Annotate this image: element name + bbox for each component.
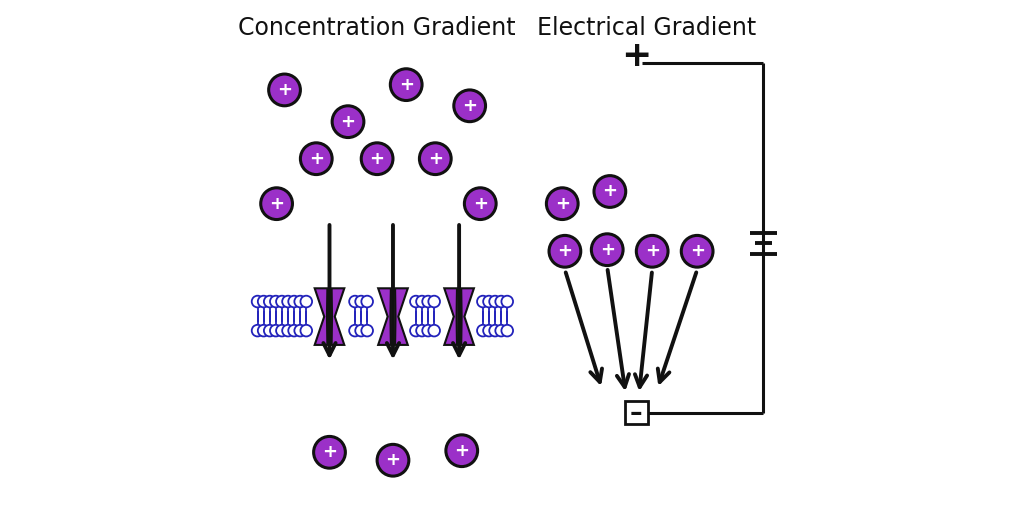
Text: +: + [462,97,477,115]
Circle shape [349,296,360,307]
Polygon shape [461,288,474,345]
Text: +: + [555,195,569,213]
Circle shape [313,436,345,468]
Circle shape [294,296,306,307]
Circle shape [502,325,513,336]
Circle shape [377,444,409,476]
Circle shape [489,296,501,307]
Circle shape [283,296,294,307]
Circle shape [477,325,488,336]
Text: +: + [341,113,355,131]
Circle shape [258,296,269,307]
Polygon shape [332,288,344,345]
Circle shape [300,143,332,175]
Circle shape [477,296,488,307]
Text: +: + [645,242,659,260]
FancyBboxPatch shape [625,401,648,424]
Circle shape [270,325,282,336]
Circle shape [264,325,275,336]
Text: +: + [689,242,705,260]
Circle shape [483,325,495,336]
Circle shape [428,296,440,307]
Text: +: + [428,150,442,168]
Circle shape [276,296,288,307]
Circle shape [547,188,579,220]
Circle shape [496,296,507,307]
Circle shape [283,325,294,336]
Polygon shape [314,288,328,345]
Circle shape [420,143,452,175]
Circle shape [355,296,367,307]
Text: +: + [602,183,617,200]
Circle shape [268,74,300,106]
Circle shape [428,325,440,336]
Polygon shape [395,288,408,345]
Circle shape [261,188,293,220]
Polygon shape [378,288,391,345]
Circle shape [355,325,367,336]
Text: +: + [278,81,292,99]
Text: +: + [557,242,572,260]
Text: +: + [322,443,337,461]
Circle shape [454,90,485,122]
Text: +: + [622,39,651,72]
Circle shape [252,296,263,307]
Text: +: + [269,195,284,213]
Circle shape [289,296,300,307]
Circle shape [483,296,495,307]
Circle shape [410,296,422,307]
Circle shape [361,325,373,336]
Circle shape [681,235,713,267]
Circle shape [465,188,497,220]
Text: –: – [630,400,643,425]
Circle shape [416,325,428,336]
Circle shape [496,325,507,336]
Text: +: + [398,76,414,94]
Text: +: + [473,195,487,213]
Text: +: + [309,150,324,168]
Circle shape [489,325,501,336]
Circle shape [422,325,434,336]
Text: +: + [385,451,400,469]
Circle shape [549,235,581,267]
Circle shape [252,325,263,336]
Text: Electrical Gradient: Electrical Gradient [538,16,757,40]
Circle shape [416,296,428,307]
Circle shape [300,325,312,336]
Circle shape [390,69,422,101]
Circle shape [591,234,623,266]
Text: +: + [370,150,385,168]
Circle shape [502,296,513,307]
Circle shape [300,296,312,307]
Circle shape [264,296,275,307]
Circle shape [349,325,360,336]
Circle shape [276,325,288,336]
Circle shape [294,325,306,336]
Text: +: + [600,241,614,259]
Text: +: + [455,442,469,460]
Polygon shape [444,288,457,345]
Text: Concentration Gradient: Concentration Gradient [239,16,516,40]
Circle shape [270,296,282,307]
Circle shape [410,325,422,336]
Circle shape [594,176,626,207]
Circle shape [289,325,300,336]
Circle shape [636,235,668,267]
Circle shape [445,435,477,467]
Circle shape [332,106,364,138]
Circle shape [258,325,269,336]
Circle shape [422,296,434,307]
Circle shape [361,143,393,175]
Circle shape [361,296,373,307]
